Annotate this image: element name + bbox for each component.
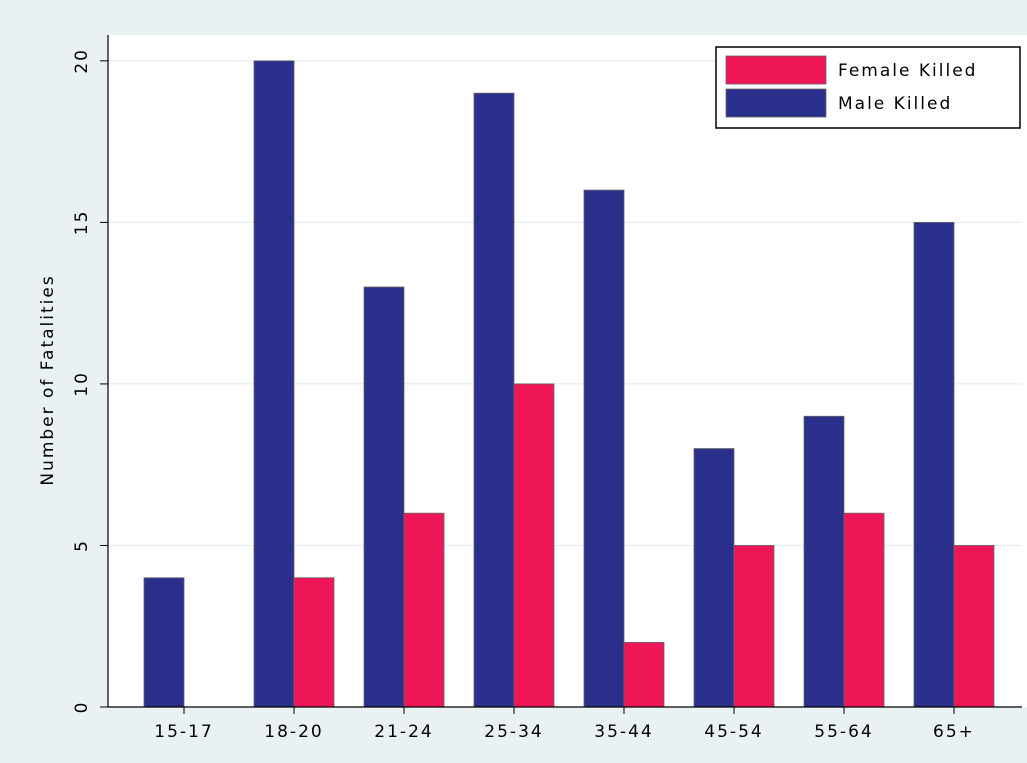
x-tick-label: 35-44 [594,722,653,742]
bar [693,448,735,708]
x-tick-label: 25-34 [484,722,543,742]
bar [733,545,775,708]
plot-area [108,35,1027,707]
y-tick-label: 10 [72,371,92,397]
x-tick-label: 45-54 [704,722,763,742]
y-tick-label: 5 [72,539,92,552]
bar [143,577,185,708]
legend-swatch [725,88,827,118]
bar [253,60,295,708]
bar [583,189,625,708]
legend-swatch [725,55,827,85]
y-tick-label: 0 [72,701,92,714]
x-tick-label: 65+ [933,722,975,742]
bar [473,92,515,708]
legend-label: Female Killed [838,61,977,81]
x-tick-label: 55-64 [814,722,873,742]
bar [363,286,405,708]
y-axis-title: Number of Fatalities [38,274,58,485]
bar [293,577,335,708]
bar [913,221,955,708]
x-tick-label: 15-17 [154,722,213,742]
bar [513,383,555,708]
legend-label: Male Killed [838,94,952,114]
y-tick-label: 20 [72,48,92,74]
y-tick-label: 15 [72,210,92,236]
bar [623,641,665,708]
bar [403,512,445,708]
x-tick-label: 21-24 [374,722,433,742]
bar [803,415,845,708]
bar [953,545,995,708]
x-tick-label: 18-20 [264,722,323,742]
bar [843,512,885,708]
